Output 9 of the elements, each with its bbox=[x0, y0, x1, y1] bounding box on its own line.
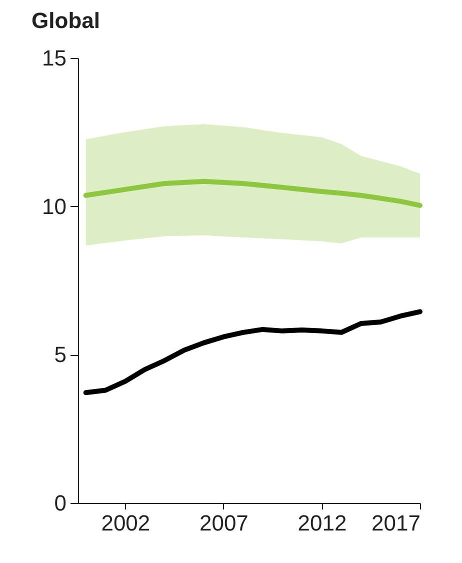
x-tick-label: 2012 bbox=[298, 510, 347, 536]
x-tick-label: 2002 bbox=[101, 510, 150, 536]
y-tick-label: 5 bbox=[54, 342, 66, 368]
x-tick-label: 2007 bbox=[199, 510, 248, 536]
x-tick-label: 2017 bbox=[372, 510, 420, 536]
y-tick-label: 15 bbox=[42, 46, 66, 70]
chart-title: Global bbox=[32, 8, 100, 33]
y-tick-label: 0 bbox=[54, 490, 66, 516]
y-tick-label: 10 bbox=[42, 194, 66, 219]
